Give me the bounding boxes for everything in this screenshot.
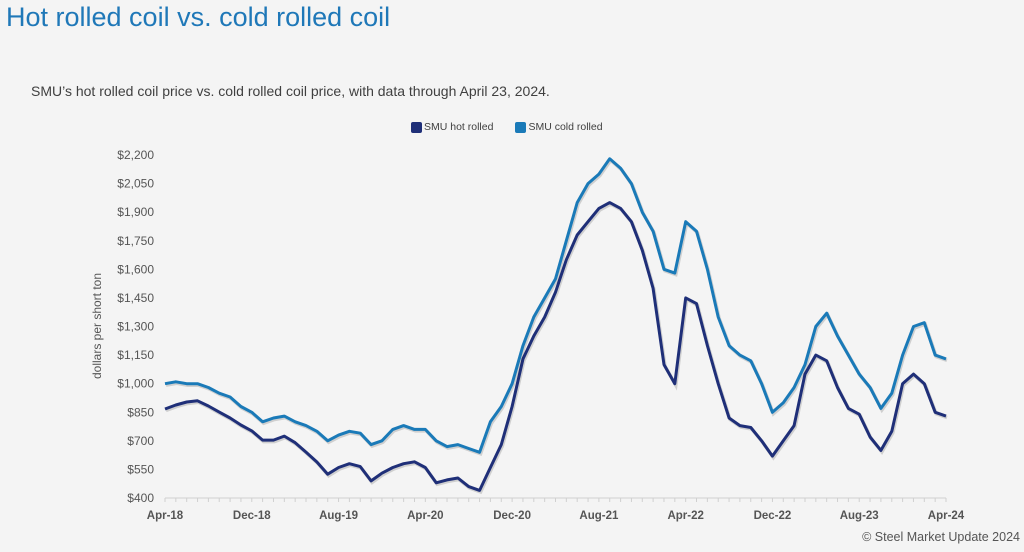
x-tick-label: Dec-22 [754, 510, 792, 522]
chart-title: Hot rolled coil vs. cold rolled coil [6, 2, 391, 32]
legend-item-hot-rolled: SMU hot rolled [411, 121, 493, 133]
y-tick-label: $850 [127, 405, 154, 419]
x-tick-label: Dec-20 [493, 510, 531, 522]
x-tick-label: Aug-23 [840, 510, 879, 522]
legend: SMU hot rolled SMU cold rolled [411, 121, 603, 133]
y-tick-label: $400 [127, 491, 154, 505]
y-tick-label: $1,750 [117, 234, 154, 248]
y-axis-label: dollars per short ton [90, 273, 104, 379]
legend-swatch-hot-rolled [411, 121, 422, 133]
chart-subtitle: SMU’s hot rolled coil price vs. cold rol… [31, 83, 550, 99]
x-tick-label: Aug-21 [579, 510, 619, 522]
x-tick-label: Apr-22 [667, 510, 703, 522]
legend-item-cold-rolled: SMU cold rolled [515, 121, 603, 133]
x-tick-label: Aug-19 [319, 510, 358, 522]
x-tick-label: Apr-20 [407, 510, 443, 522]
y-tick-label: $550 [127, 462, 154, 476]
legend-label-cold-rolled: SMU cold rolled [528, 121, 603, 133]
y-tick-label: $700 [127, 434, 154, 448]
y-tick-label: $1,150 [117, 348, 154, 362]
y-tick-label: $1,600 [117, 262, 154, 276]
y-tick-label: $1,900 [117, 205, 154, 219]
legend-label-hot-rolled: SMU hot rolled [424, 121, 494, 133]
series-shadow-cold-rolled [165, 157, 948, 457]
x-tick-label: Apr-18 [147, 510, 184, 522]
y-tick-label: $1,450 [117, 291, 154, 305]
legend-swatch-cold-rolled [515, 121, 527, 133]
copyright: © Steel Market Update 2024 [862, 530, 1020, 544]
x-tick-label: Dec-18 [233, 510, 271, 522]
x-tick-label: Apr-24 [928, 510, 965, 522]
series-shadow-hot-rolled [165, 202, 948, 495]
y-tick-label: $1,300 [117, 320, 154, 334]
series-line-hot-rolled [164, 201, 947, 492]
y-tick-label: $1,000 [117, 377, 154, 391]
series-line-cold-rolled [164, 157, 947, 454]
y-tick-label: $2,200 [117, 148, 154, 162]
y-tick-label: $2,050 [117, 177, 154, 191]
